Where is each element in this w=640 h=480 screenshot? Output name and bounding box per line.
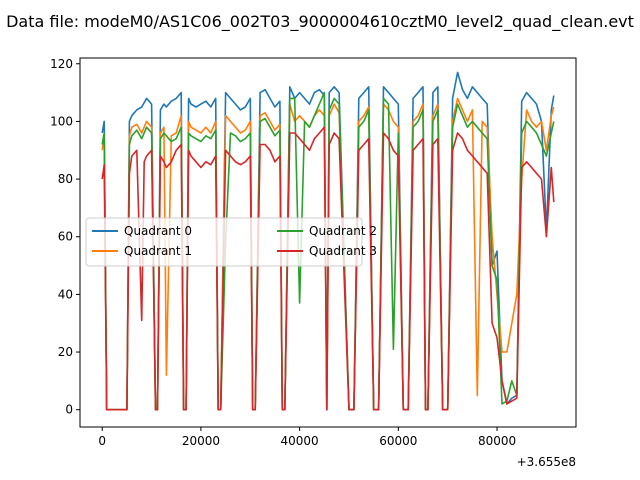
x-tick-label: 0 — [98, 434, 106, 448]
series-line-quadrant-0 — [101, 71, 555, 411]
y-tick-label: 0 — [65, 403, 73, 417]
chart-title: Data file: modeM0/AS1C06_002T03_90000046… — [6, 12, 634, 32]
x-tick-label: 60000 — [379, 434, 417, 448]
x-offset-label: +3.655e8 — [517, 455, 576, 469]
y-tick-label: 20 — [58, 345, 73, 359]
series-line-quadrant-2 — [101, 91, 555, 411]
y-tick-label: 40 — [58, 287, 73, 301]
x-axis: 0 20000 40000 60000 80000 — [98, 427, 516, 448]
x-tick-label: 40000 — [281, 434, 319, 448]
y-axis: 0 20 40 60 80 100 120 — [50, 57, 80, 417]
legend-label-quadrant-2: Quadrant 2 — [309, 224, 377, 238]
plot-frame — [79, 57, 577, 428]
x-tick-label: 80000 — [478, 434, 516, 448]
series-layer — [101, 71, 555, 411]
legend-label-quadrant-0: Quadrant 0 — [124, 224, 192, 238]
legend-label-quadrant-3: Quadrant 3 — [309, 244, 377, 258]
y-tick-label: 120 — [50, 57, 73, 71]
legend: Quadrant 0 Quadrant 1 Quadrant 2 Quadrant 3 — [85, 217, 377, 267]
series-line-quadrant-1 — [101, 97, 555, 411]
series-line-quadrant-3 — [101, 126, 555, 411]
legend-label-quadrant-1: Quadrant 1 — [124, 244, 192, 258]
y-tick-label: 100 — [50, 114, 73, 128]
y-tick-label: 60 — [58, 230, 73, 244]
x-tick-label: 20000 — [182, 434, 220, 448]
y-tick-label: 80 — [58, 172, 73, 186]
